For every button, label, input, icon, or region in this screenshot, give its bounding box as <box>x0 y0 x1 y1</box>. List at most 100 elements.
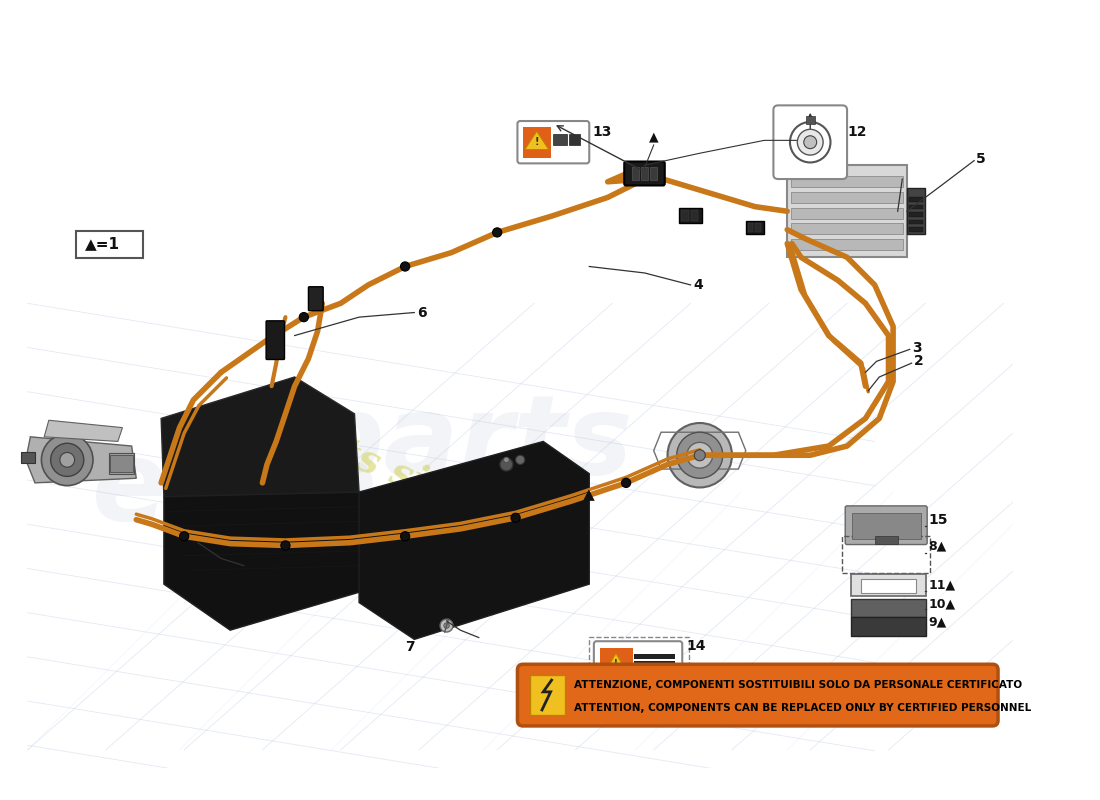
Bar <box>748 223 754 233</box>
Circle shape <box>804 136 816 149</box>
Bar <box>522 126 551 158</box>
Circle shape <box>443 623 449 628</box>
Text: 11▲: 11▲ <box>928 578 955 592</box>
Text: ATTENZIONE, COMPONENTI SOSTITUIBILI SOLO DA PERSONALE CERTIFICATO: ATTENZIONE, COMPONENTI SOSTITUIBILI SOLO… <box>573 679 1022 690</box>
Circle shape <box>59 453 75 467</box>
Bar <box>109 454 134 474</box>
Circle shape <box>676 432 723 478</box>
Text: 8▲: 8▲ <box>928 539 946 552</box>
FancyBboxPatch shape <box>850 574 926 596</box>
FancyBboxPatch shape <box>861 578 916 594</box>
Bar <box>791 239 903 250</box>
Bar <box>755 223 760 233</box>
FancyBboxPatch shape <box>76 230 143 258</box>
Circle shape <box>400 532 409 541</box>
Polygon shape <box>603 653 629 675</box>
Bar <box>569 134 580 145</box>
Bar <box>906 188 925 234</box>
Polygon shape <box>25 437 136 483</box>
Polygon shape <box>530 675 565 715</box>
Circle shape <box>512 514 520 522</box>
Bar <box>791 176 903 187</box>
Text: 14: 14 <box>686 639 706 654</box>
Text: 13: 13 <box>592 125 612 138</box>
Text: 10▲: 10▲ <box>928 597 955 610</box>
FancyBboxPatch shape <box>517 121 590 163</box>
Bar <box>21 451 35 462</box>
Text: 2: 2 <box>914 354 924 368</box>
Bar <box>553 134 568 145</box>
Circle shape <box>668 423 732 487</box>
Text: euro: euro <box>92 436 377 542</box>
Text: parts: parts <box>304 390 632 497</box>
Circle shape <box>440 619 453 632</box>
Text: 7: 7 <box>405 640 415 654</box>
Circle shape <box>280 541 290 550</box>
Bar <box>805 117 815 124</box>
Circle shape <box>790 122 830 162</box>
Bar <box>650 167 658 180</box>
Bar <box>635 654 675 658</box>
Bar <box>691 210 697 222</box>
Text: ▲: ▲ <box>649 130 659 143</box>
Text: 6: 6 <box>417 306 427 319</box>
FancyBboxPatch shape <box>517 664 998 726</box>
Bar <box>631 167 639 180</box>
Circle shape <box>798 130 823 155</box>
Polygon shape <box>164 492 387 630</box>
FancyBboxPatch shape <box>850 618 926 636</box>
Bar <box>601 648 632 682</box>
Bar <box>635 676 675 681</box>
Circle shape <box>694 450 705 461</box>
Bar <box>791 223 903 234</box>
Circle shape <box>493 228 502 237</box>
Circle shape <box>179 532 189 541</box>
FancyBboxPatch shape <box>746 222 764 234</box>
Bar <box>874 536 898 544</box>
Circle shape <box>516 455 525 465</box>
FancyBboxPatch shape <box>624 162 664 186</box>
Bar <box>909 205 924 210</box>
Text: 5: 5 <box>976 152 986 166</box>
Text: 9▲: 9▲ <box>928 615 946 629</box>
Circle shape <box>504 457 509 462</box>
Polygon shape <box>44 420 122 442</box>
Text: !: ! <box>535 137 539 147</box>
FancyBboxPatch shape <box>850 599 926 618</box>
Polygon shape <box>161 377 359 536</box>
Text: ▲=1: ▲=1 <box>85 236 120 251</box>
Bar <box>791 192 903 203</box>
Text: ▲: ▲ <box>583 487 595 502</box>
Circle shape <box>42 434 94 486</box>
FancyBboxPatch shape <box>680 209 702 223</box>
Circle shape <box>400 262 409 271</box>
Bar <box>635 662 675 666</box>
FancyBboxPatch shape <box>308 286 323 310</box>
Bar <box>909 219 924 224</box>
Circle shape <box>499 458 513 471</box>
FancyBboxPatch shape <box>594 642 682 688</box>
Bar <box>641 167 648 180</box>
Circle shape <box>299 313 308 322</box>
Polygon shape <box>359 442 590 639</box>
FancyBboxPatch shape <box>788 166 906 258</box>
FancyBboxPatch shape <box>773 106 847 179</box>
Text: parts since 1: parts since 1 <box>267 406 541 546</box>
Bar <box>110 455 133 472</box>
Bar <box>909 198 924 202</box>
Text: a passion for: a passion for <box>221 452 495 592</box>
Text: ATTENTION, COMPONENTS CAN BE REPLACED ONLY BY CERTIFIED PERSONNEL: ATTENTION, COMPONENTS CAN BE REPLACED ON… <box>573 702 1031 713</box>
Text: !: ! <box>614 659 618 668</box>
FancyBboxPatch shape <box>845 506 927 545</box>
Bar <box>681 210 689 222</box>
Polygon shape <box>525 131 549 150</box>
FancyBboxPatch shape <box>851 514 921 539</box>
Text: 4: 4 <box>693 278 703 292</box>
Circle shape <box>621 478 630 487</box>
Text: 15: 15 <box>928 514 947 527</box>
Circle shape <box>51 443 84 477</box>
Bar <box>635 669 675 674</box>
Bar <box>791 207 903 218</box>
Bar <box>909 227 924 231</box>
Circle shape <box>686 442 713 468</box>
